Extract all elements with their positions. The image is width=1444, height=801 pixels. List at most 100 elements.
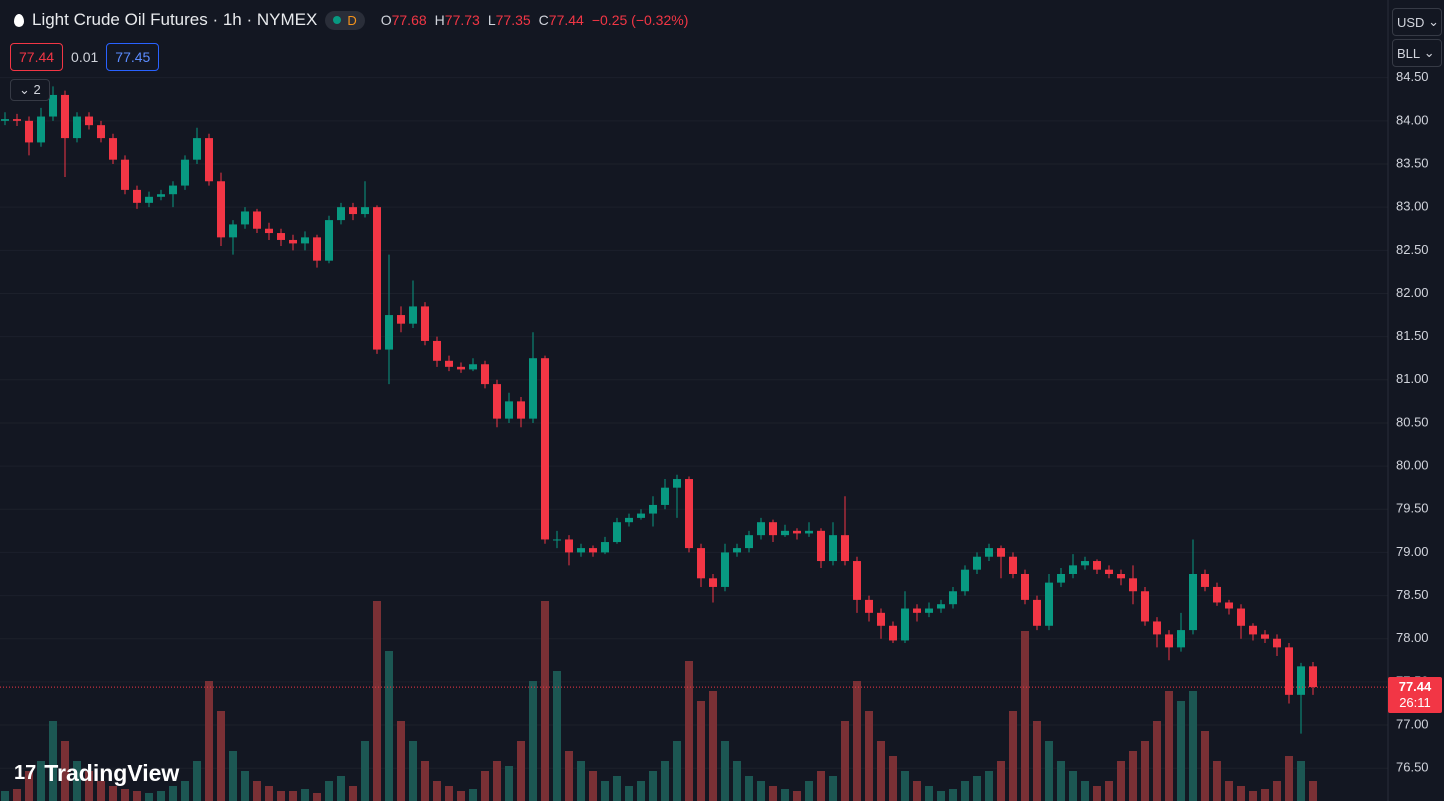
volume-bar xyxy=(49,721,57,801)
candle-body xyxy=(1081,561,1089,566)
volume-bar xyxy=(1297,761,1305,801)
candle-body xyxy=(1033,599,1041,626)
countdown: 26:11 xyxy=(1399,695,1431,711)
bid-ask: 77.44 0.01 77.45 xyxy=(10,43,160,71)
volume-bar xyxy=(1237,786,1245,801)
volume-bar xyxy=(61,741,69,801)
volume-bar xyxy=(37,761,45,801)
y-tick-label: 79.50 xyxy=(1396,501,1429,516)
volume-bar xyxy=(265,786,273,801)
currency-select[interactable]: USD ⌄ xyxy=(1392,8,1442,36)
candle-body xyxy=(841,535,849,562)
y-tick-label: 80.50 xyxy=(1396,414,1429,429)
candle-body xyxy=(337,207,345,221)
volume-bar xyxy=(121,789,129,801)
candle-body xyxy=(625,517,633,523)
volume-bar xyxy=(1309,781,1317,801)
volume-bar xyxy=(193,761,201,801)
candle-body xyxy=(889,625,897,641)
candle-body xyxy=(673,479,681,488)
candle-body xyxy=(61,94,69,139)
volume-bar xyxy=(1129,751,1137,801)
volume-bar xyxy=(409,741,417,801)
volume-bar xyxy=(817,771,825,801)
candle-body xyxy=(157,194,165,197)
volume-bar xyxy=(769,786,777,801)
candle-body xyxy=(1009,556,1017,574)
logo-text: TradingView xyxy=(44,760,180,786)
candle-body xyxy=(541,358,549,540)
candle-body xyxy=(85,116,93,126)
spread: 0.01 xyxy=(71,49,99,65)
candle-body xyxy=(277,233,285,240)
market-status[interactable]: D xyxy=(325,10,365,30)
volume-bar xyxy=(553,671,561,801)
candle-body xyxy=(469,364,477,370)
bid[interactable]: 77.44 xyxy=(10,43,64,71)
volume-bar xyxy=(277,791,285,801)
candle-body xyxy=(937,604,945,609)
volume-bar xyxy=(829,776,837,801)
volume-bar xyxy=(625,786,633,801)
candle-body xyxy=(301,237,309,244)
candle-body xyxy=(745,535,753,549)
candle-body xyxy=(769,522,777,536)
ask[interactable]: 77.45 xyxy=(106,43,160,71)
ohlc-key: O xyxy=(380,12,392,28)
volume-bar xyxy=(733,761,741,801)
volume-bar xyxy=(181,781,189,801)
currency: USD xyxy=(1397,14,1425,30)
candle-body xyxy=(325,220,333,261)
volume-bar xyxy=(469,789,477,801)
candle-body xyxy=(913,608,921,613)
ohlc-value: 77.73 xyxy=(444,12,480,28)
candle-body xyxy=(1309,666,1317,688)
symbol-title[interactable]: Light Crude Oil Futures · 1h · NYMEX xyxy=(32,10,318,29)
volume-bar xyxy=(841,721,849,801)
volume-bar xyxy=(325,781,333,801)
candle-body xyxy=(217,181,225,238)
volume-bar xyxy=(601,781,609,801)
candle-body xyxy=(481,364,489,385)
candle-body xyxy=(733,548,741,553)
y-tick-label: 78.50 xyxy=(1396,587,1429,602)
volume-bar xyxy=(313,793,321,801)
ohlc-item: L77.35 xyxy=(488,12,531,28)
candle-body xyxy=(1273,638,1281,648)
candle-body xyxy=(1129,578,1137,592)
unit-select[interactable]: BLL ⌄ xyxy=(1392,39,1442,67)
candle-body xyxy=(97,125,105,139)
indicators-toggle[interactable]: ⌄ 2 xyxy=(10,79,50,101)
volume-bar xyxy=(529,681,537,801)
volume-bar xyxy=(349,786,357,801)
candle-body xyxy=(613,522,621,543)
volume-bar xyxy=(445,786,453,801)
candle-body xyxy=(601,542,609,553)
candle-body xyxy=(121,159,129,190)
candle-body xyxy=(985,548,993,557)
volume-bar xyxy=(757,781,765,801)
volume-bar xyxy=(661,761,669,801)
volume-bar xyxy=(997,761,1005,801)
volume-bar xyxy=(1105,781,1113,801)
candle-body xyxy=(373,207,381,350)
volume-bar xyxy=(1093,786,1101,801)
y-tick-label: 83.00 xyxy=(1396,199,1429,214)
candle-body xyxy=(793,530,801,534)
candle-body xyxy=(1057,573,1065,583)
volume-bar xyxy=(1189,691,1197,801)
y-tick-label: 76.50 xyxy=(1396,760,1429,775)
volume-bar xyxy=(289,791,297,801)
candle-body xyxy=(493,384,501,419)
candle-body xyxy=(565,539,573,553)
y-tick-label: 79.00 xyxy=(1396,544,1429,559)
volume-bar xyxy=(1,791,9,801)
volume-bar xyxy=(25,771,33,801)
y-tick-label: 78.00 xyxy=(1396,630,1429,645)
candle-body xyxy=(385,315,393,350)
candle-body xyxy=(1261,634,1269,639)
ohlc-item: O77.68 xyxy=(381,12,427,28)
logo: 17 TradingView xyxy=(14,760,180,786)
